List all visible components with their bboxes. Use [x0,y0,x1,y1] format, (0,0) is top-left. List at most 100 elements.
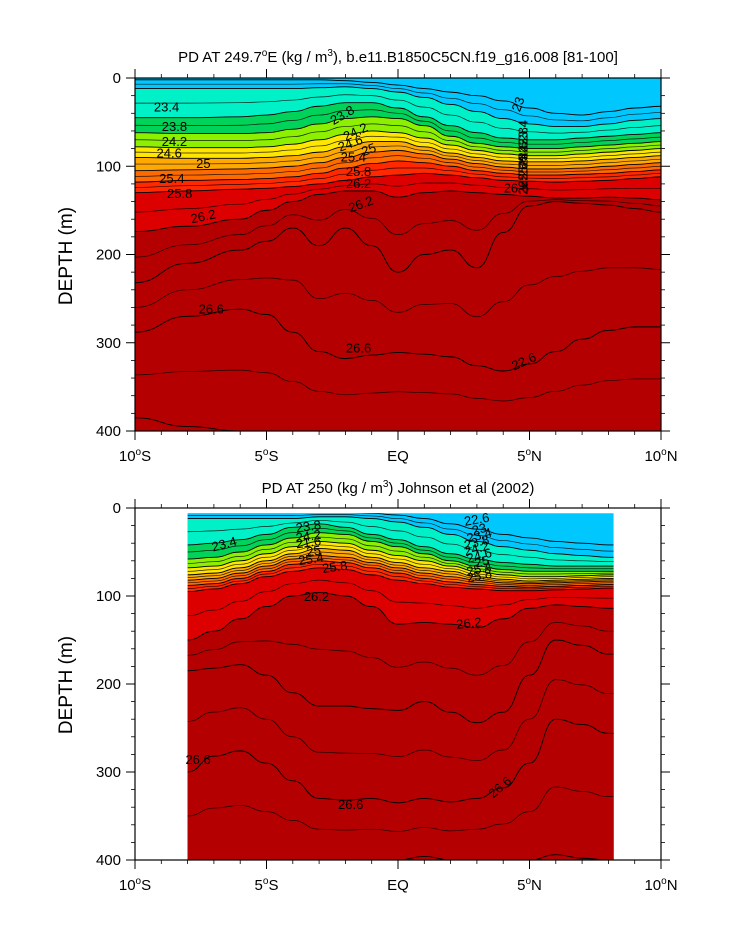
contour-label: 25 [473,552,491,570]
contour-line [135,369,661,402]
x-tick-label: 5oS [255,447,279,465]
y-tick-label: 400 [96,423,121,440]
contour-line [187,786,614,832]
y-tick-label: 200 [96,247,121,264]
contour-label: 26.2 [346,176,371,191]
contour-line [187,679,614,761]
contour-line [187,548,614,582]
x-tick-label: EQ [387,448,409,465]
y-tick-label: 0 [113,500,121,517]
x-tick-label: 10oS [119,876,151,894]
contour-line [135,160,661,183]
contour-line [187,523,614,567]
contour-line [135,116,661,150]
y-axis-label: DEPTH (m) [56,207,77,305]
contour-label: 25.4 [516,155,531,180]
bottom-panel: PD AT 250 (kg / m3) Johnson et al (2002)… [56,479,678,894]
contour-line [135,79,661,116]
contour-line [135,145,661,166]
contour-line [135,141,661,163]
contour-label: 25.8 [321,558,348,576]
contour-line [135,199,661,258]
contour-line [135,172,661,194]
y-tick-label: 300 [96,335,121,352]
contour-label: 25 [359,140,378,159]
contour-line [135,155,661,177]
contour-line [135,190,661,233]
contour-line [187,579,614,617]
contour-line [135,135,661,160]
contour-label: 26.2 [516,169,531,194]
contour-label: 26.6 [338,797,363,812]
contour-label: 23 [508,95,527,114]
x-tick-label: 5oN [517,447,542,465]
y-tick-label: 0 [113,70,121,87]
contour-label: 23.4 [516,120,531,145]
contour-line [135,167,661,188]
contour-line [135,149,661,172]
contour-field [135,78,661,431]
contour-label: 26.6 [346,340,371,355]
contour-line [135,94,661,134]
contour-label: 23.8 [516,127,531,152]
y-tick-label: 200 [96,676,121,693]
contour-label: 25.8 [167,186,192,201]
x-tick-label: 10oN [644,876,677,894]
contour-label: 25.4 [341,150,366,165]
x-tick-label: EQ [387,877,409,894]
x-tick-label: 5oS [255,876,279,894]
contour-line [187,519,614,563]
y-tick-label: 300 [96,764,121,781]
contour-line [187,718,614,804]
contour-line [187,527,614,570]
contour-line [187,544,614,580]
contour-label: 21.6 [295,533,322,551]
contour-line [135,123,661,153]
contour-label: 25.4 [159,171,184,186]
contour-line [187,516,614,558]
contour-line [135,267,661,318]
contour-line [187,555,614,585]
contour-label: 26.6 [504,181,529,196]
contour-label: 23.8 [295,517,322,535]
contour-line [135,182,661,213]
contour-line [135,308,661,372]
y-axis-label: DEPTH (m) [56,636,77,734]
contour-label: 23.4 [154,99,179,114]
contour-label: 23 [470,520,488,538]
contour-line [187,540,614,578]
contour-label: 23.8 [162,119,187,134]
contour-label: 26.2 [189,206,217,226]
contour-label: 26.6 [185,752,210,767]
contour-line [187,567,614,593]
contour-line [187,592,614,641]
panel-title: PD AT 250 (kg / m3) Johnson et al (2002) [262,479,535,497]
contour-label: 26.6 [199,302,224,317]
contour-line [358,513,614,546]
contour-line [135,102,661,141]
contour-label: 22.6 [463,510,491,529]
contour-line [187,551,614,583]
contour-label: 25 [516,154,531,168]
x-tick-label: 10oN [644,447,677,465]
y-tick-label: 400 [96,852,121,869]
contour-label: 26.2 [304,589,329,604]
contour-line [187,639,614,724]
contour-line [187,536,614,575]
contour-label: 24.2 [162,134,187,149]
contour-line [135,130,661,157]
contour-label: 24.6 [157,145,182,160]
contour-label: 25 [305,543,321,560]
contour-band [135,417,661,431]
contour-line [187,514,614,552]
contour-label: 25.8 [346,164,371,179]
y-tick-label: 100 [96,588,121,605]
contour-label: 25.8 [465,566,493,586]
contour-line [187,622,614,676]
contour-label: 25.4 [465,558,493,579]
contour-line [187,560,614,588]
contour-line [187,557,614,586]
contour-label: 25.4 [297,550,324,568]
contour-label: 23.4 [465,525,493,546]
